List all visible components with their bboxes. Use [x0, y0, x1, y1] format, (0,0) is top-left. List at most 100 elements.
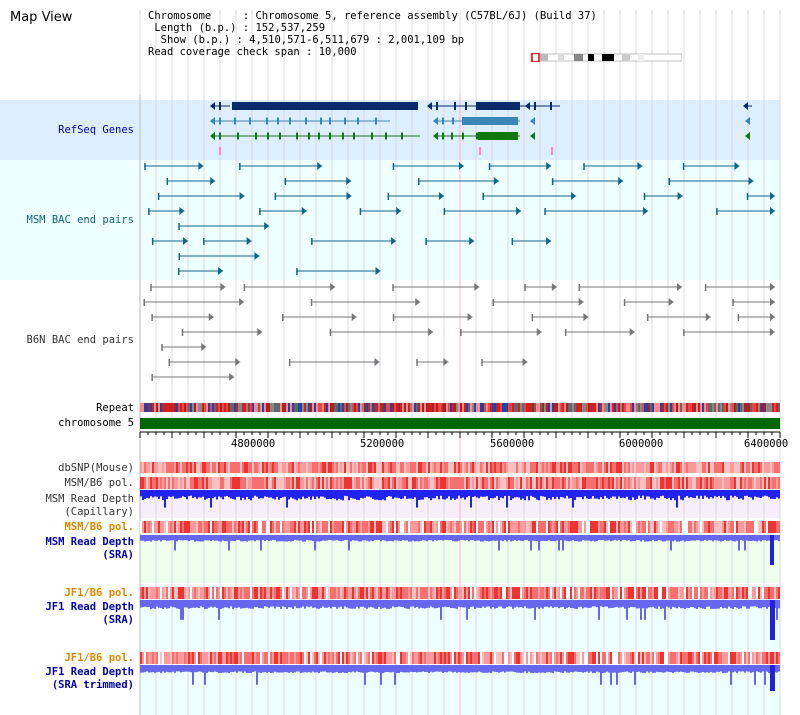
polymorphism-cell	[374, 477, 376, 489]
polymorphism-cell	[610, 462, 612, 473]
depth-bar	[442, 600, 444, 608]
repeat-segment	[242, 403, 244, 412]
bac-end	[551, 178, 554, 185]
polymorphism-cell	[666, 462, 668, 473]
bac-end	[467, 313, 473, 321]
polymorphism-cell	[378, 652, 380, 664]
polymorphism-cell	[406, 521, 408, 533]
bac-end	[387, 193, 390, 200]
depth-bar	[472, 535, 474, 541]
polymorphism-cell	[752, 521, 754, 533]
polymorphism-cell	[382, 462, 384, 473]
depth-bar	[304, 665, 306, 673]
depth-bar	[404, 535, 406, 541]
gene-arrow	[433, 117, 438, 125]
gene-exon	[219, 117, 221, 125]
polymorphism-cell	[448, 652, 450, 664]
polymorphism-cell	[510, 521, 512, 533]
depth-bar	[630, 665, 632, 673]
depth-bar	[454, 490, 456, 500]
polymorphism-cell	[672, 477, 674, 489]
polymorphism-cell	[458, 477, 460, 489]
polymorphism-cell	[756, 587, 758, 599]
polymorphism-cell	[646, 587, 648, 599]
polymorphism-cell	[436, 462, 438, 473]
repeat-segment	[298, 403, 300, 412]
depth-bar	[724, 665, 726, 673]
depth-bar	[638, 535, 640, 541]
depth-bar	[666, 665, 668, 672]
repeat-segment	[692, 403, 694, 412]
polymorphism-cell	[300, 521, 302, 533]
depth-bar	[552, 490, 554, 498]
depth-bar	[566, 535, 568, 542]
polymorphism-cell	[392, 652, 394, 664]
polymorphism-cell	[474, 521, 476, 533]
polymorphism-cell	[642, 477, 644, 489]
depth-bar	[732, 490, 734, 498]
polymorphism-cell	[482, 587, 484, 599]
depth-bar	[324, 490, 326, 498]
polymorphism-cell	[222, 477, 224, 489]
depth-bar	[762, 600, 764, 608]
repeat-segment	[510, 403, 512, 412]
polymorphism-cell	[648, 587, 650, 599]
polymorphism-cell	[318, 521, 320, 533]
depth-bar	[408, 665, 410, 673]
depth-bar	[348, 490, 350, 501]
polymorphism-cell	[424, 462, 426, 473]
polymorphism-cell	[578, 477, 580, 489]
polymorphism-cell	[534, 462, 536, 473]
polymorphism-cell	[212, 587, 214, 599]
depth-bar	[640, 665, 642, 673]
polymorphism-cell	[428, 477, 430, 489]
depth-bar	[656, 535, 658, 542]
depth-bar	[640, 490, 642, 498]
polymorphism-cell	[512, 477, 514, 489]
polymorphism-cell	[608, 652, 610, 664]
depth-bar	[332, 600, 334, 607]
gene-exon	[375, 117, 377, 125]
polymorphism-cell	[424, 587, 426, 599]
polymorphism-cell	[548, 462, 550, 473]
polymorphism-cell	[596, 477, 598, 489]
polymorphism-cell	[376, 462, 378, 473]
polymorphism-cell	[430, 521, 432, 533]
repeat-segment	[432, 403, 434, 412]
polymorphism-cell	[600, 587, 602, 599]
polymorphism-cell	[722, 652, 724, 664]
gene-exon	[266, 117, 268, 125]
depth-bar	[402, 490, 404, 499]
chromosome-ideogram[interactable]	[530, 53, 682, 62]
polymorphism-cell	[660, 652, 662, 664]
polymorphism-cell	[672, 462, 674, 473]
depth-bar	[394, 665, 396, 685]
polymorphism-cell	[584, 477, 586, 489]
polymorphism-cell	[332, 462, 334, 473]
depth-bar	[582, 600, 584, 609]
polymorphism-cell	[368, 652, 370, 664]
polymorphism-cell	[748, 477, 750, 489]
polymorphism-cell	[622, 587, 624, 599]
depth-bar	[326, 665, 328, 673]
polymorphism-cell	[552, 652, 554, 664]
polymorphism-cell	[308, 587, 310, 599]
polymorphism-cell	[346, 652, 348, 664]
depth-bar	[602, 665, 604, 673]
polymorphism-cell	[774, 462, 776, 473]
depth-bar	[690, 600, 692, 608]
repeat-segment	[166, 403, 168, 412]
polymorphism-cell	[550, 477, 552, 489]
depth-bar	[518, 490, 520, 498]
polymorphism-cell	[572, 462, 574, 473]
gene-exon	[385, 132, 387, 140]
repeat-segment	[274, 403, 276, 412]
polymorphism-cell	[680, 521, 682, 533]
depth-bar	[420, 665, 422, 673]
polymorphism-cell	[730, 652, 732, 664]
bac-end	[203, 238, 205, 245]
polymorphism-cell	[326, 462, 328, 473]
polymorphism-cell	[702, 652, 704, 664]
depth-bar	[220, 535, 222, 542]
polymorphism-cell	[246, 521, 248, 533]
